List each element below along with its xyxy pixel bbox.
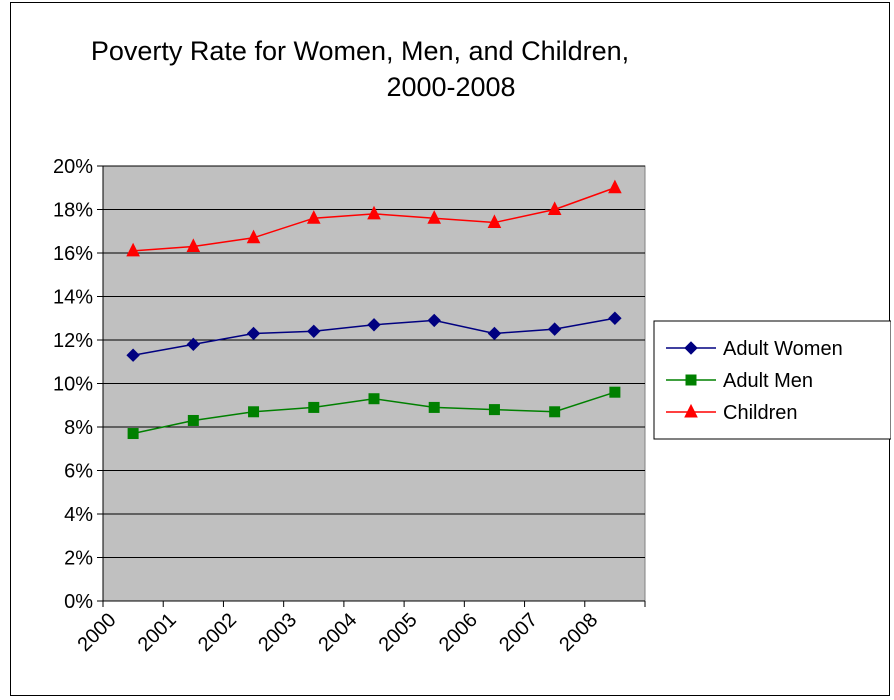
chart-frame: Poverty Rate for Women, Men, and Childre… (10, 2, 891, 696)
data-point (186, 337, 201, 352)
data-point (306, 210, 321, 224)
legend-label: Adult Women (723, 338, 843, 360)
x-tick-label: 2002 (194, 609, 241, 656)
chart-title: Poverty Rate for Women, Men, and Childre… (91, 36, 629, 102)
x-tick-label: 2007 (495, 609, 542, 656)
legend: Adult Women Adult Men Children (653, 320, 891, 440)
data-point (487, 214, 502, 229)
data-point (246, 229, 261, 244)
x-tick-label: 2001 (134, 609, 181, 656)
data-point (547, 322, 562, 336)
data-point (547, 201, 562, 215)
legend-marker (684, 341, 698, 355)
series (126, 179, 622, 440)
data-point (549, 406, 561, 418)
data-point (368, 393, 380, 405)
data-point (608, 311, 622, 325)
chart-title-line-1: Poverty Rate for Women, Men, and Childre… (91, 36, 629, 66)
legend-marker (684, 403, 698, 418)
line-chart: Poverty Rate for Women, Men, and Childre… (53, 36, 891, 656)
data-point (367, 205, 381, 220)
data-point (126, 348, 140, 362)
data-point (609, 386, 621, 398)
legend-label: Adult Men (723, 370, 813, 392)
y-tick-label: 16% (53, 243, 93, 265)
data-point (246, 326, 261, 341)
y-tick-label: 14% (53, 287, 93, 309)
data-point (127, 428, 139, 440)
x-tick-label: 2004 (314, 609, 361, 656)
y-tick-label: 20% (53, 156, 93, 178)
x-tick-label: 2008 (555, 609, 602, 656)
data-point (186, 238, 201, 252)
data-point (367, 318, 381, 332)
data-point (427, 210, 442, 224)
y-tick-label: 12% (53, 330, 93, 352)
data-point (428, 401, 440, 413)
x-axis-tick-labels: 2000 2001 2002 2003 2004 2005 2006 2007 2008 (74, 609, 603, 656)
y-tick-label: 4% (64, 504, 93, 526)
y-tick-label: 8% (64, 417, 93, 439)
y-tick-label: 6% (64, 461, 93, 483)
chart-title-line-2: 2000-2008 (386, 72, 515, 102)
data-point (608, 179, 622, 194)
data-point (187, 414, 199, 426)
x-tick-label: 2000 (74, 609, 121, 656)
y-tick-label: 0% (64, 591, 93, 613)
data-point (308, 401, 320, 413)
data-point (427, 313, 441, 328)
series-adult-men (127, 386, 621, 440)
series-children (126, 179, 622, 257)
data-point (488, 404, 500, 416)
legend-marker (685, 374, 697, 386)
y-tick-label: 18% (53, 200, 93, 222)
data-point (307, 324, 321, 339)
x-tick-label: 2003 (254, 609, 301, 656)
series-adult-women (126, 311, 622, 362)
y-tick-label: 2% (64, 548, 93, 570)
x-tick-label: 2005 (375, 609, 422, 656)
y-axis-tick-labels: 0% 2% 4% 6% 8% 10% 12% 14% 16% 18% 20% (53, 156, 93, 613)
legend-label: Children (723, 402, 797, 424)
y-tick-label: 10% (53, 374, 93, 396)
data-point (248, 406, 260, 418)
axes (102, 166, 646, 607)
data-point (126, 242, 140, 257)
data-point (487, 326, 502, 341)
x-tick-label: 2006 (435, 609, 482, 656)
